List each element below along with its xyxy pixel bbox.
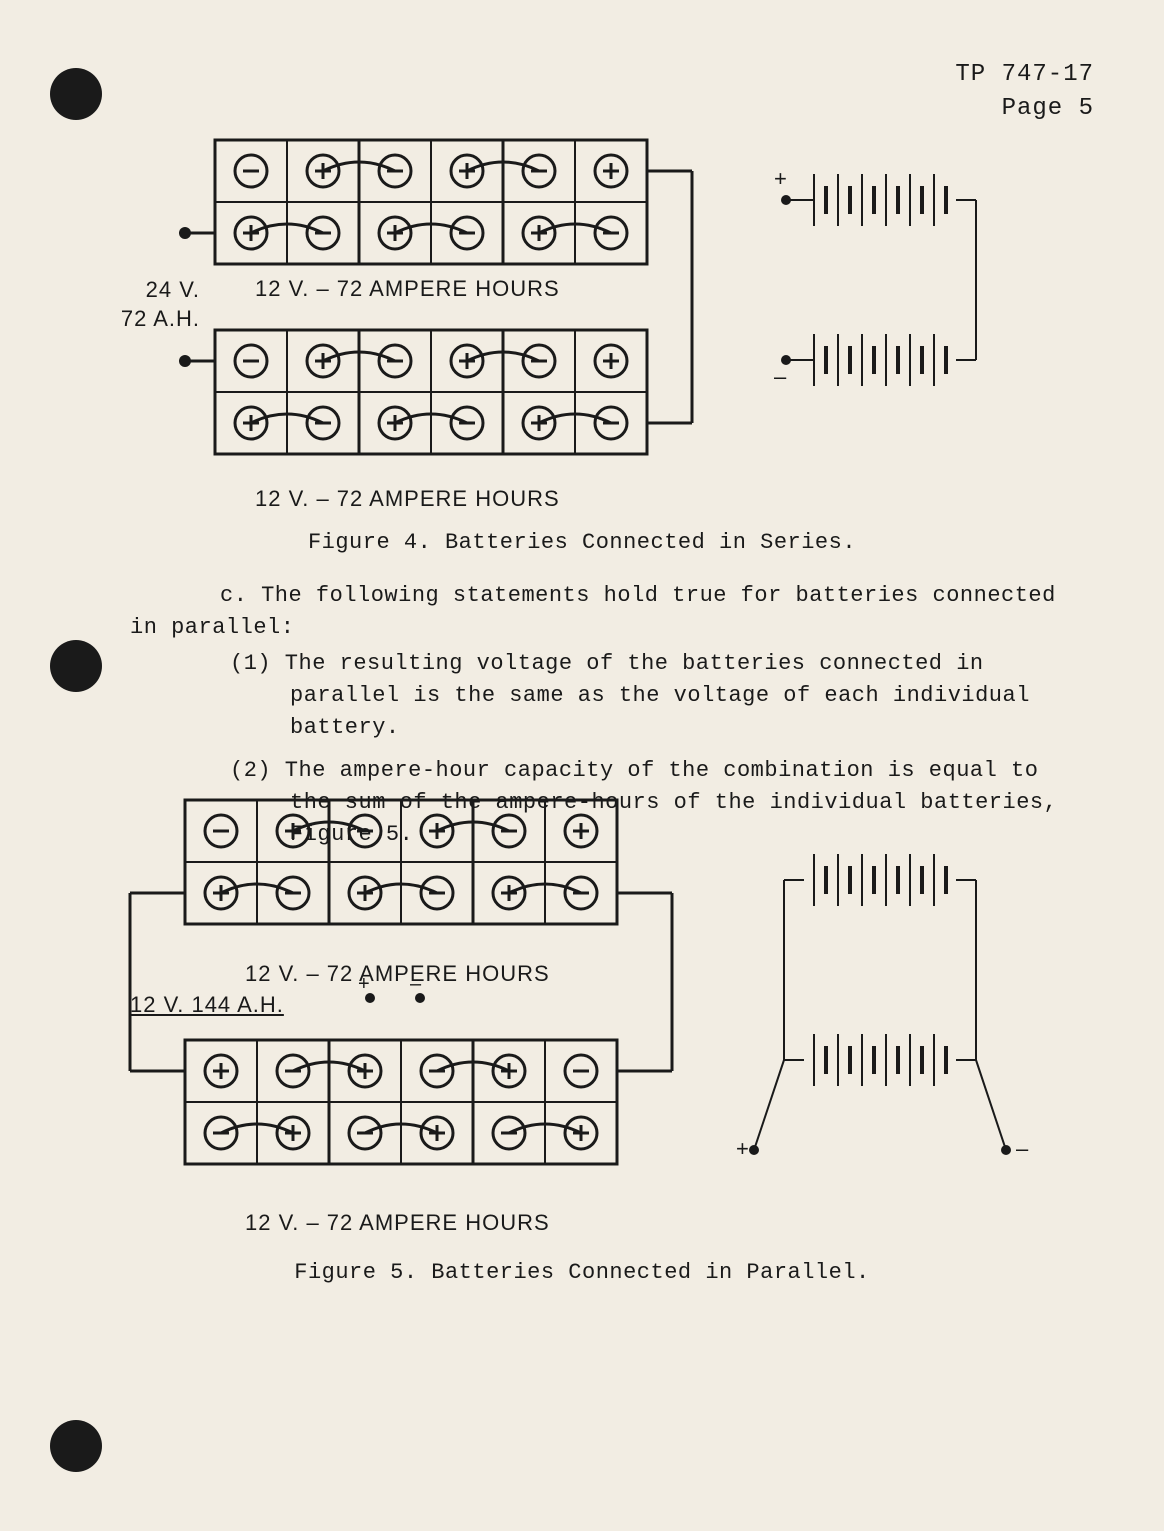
capacity-label: 72 A.H.: [90, 305, 200, 334]
punch-hole: [50, 68, 102, 120]
svg-text:+: +: [774, 166, 787, 191]
page: TP 747-17 Page 5 + – 24 V. 72 A.H. 12 V. …: [0, 0, 1164, 1531]
punch-hole: [50, 640, 102, 692]
fig4-bank2-label: 12 V. – 72 AMPERE HOURS: [255, 486, 560, 512]
para-lead: c. The following statements hold true fo…: [130, 580, 1090, 644]
svg-text:–: –: [1016, 1136, 1029, 1161]
fig5-mid-label-text: 12 V. 144 A.H.: [130, 992, 284, 1017]
fig4-left-label: 24 V. 72 A.H.: [90, 276, 200, 333]
figure-5-diagram: +–+–: [0, 790, 1164, 1270]
punch-hole: [50, 1420, 102, 1472]
fig5-bank2-label: 12 V. – 72 AMPERE HOURS: [245, 1210, 550, 1236]
fig4-bank1-label: 12 V. – 72 AMPERE HOURS: [255, 276, 560, 302]
voltage-label: 24 V.: [90, 276, 200, 305]
svg-text:–: –: [774, 364, 787, 389]
para-item-1: (1) The resulting voltage of the batteri…: [130, 648, 1090, 744]
page-header: TP 747-17 Page 5: [955, 58, 1094, 125]
figure-4-caption: Figure 4. Batteries Connected in Series.: [0, 530, 1164, 555]
figure-5-caption: Figure 5. Batteries Connected in Paralle…: [0, 1260, 1164, 1285]
svg-text:+: +: [736, 1136, 749, 1161]
page-number: Page 5: [955, 92, 1094, 126]
doc-id: TP 747-17: [955, 58, 1094, 92]
fig5-bank1-label: 12 V. – 72 AMPERE HOURS: [245, 961, 550, 987]
fig5-mid-label: 12 V. 144 A.H.: [130, 992, 284, 1018]
